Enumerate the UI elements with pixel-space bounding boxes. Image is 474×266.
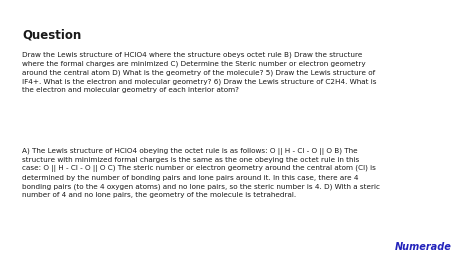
Text: A) The Lewis structure of HClO4 obeying the octet rule is as follows: O || H - C: A) The Lewis structure of HClO4 obeying … (22, 148, 380, 198)
Text: Question: Question (22, 28, 81, 41)
Text: Numerade: Numerade (395, 242, 452, 252)
Text: Draw the Lewis structure of HClO4 where the structure obeys octet rule B) Draw t: Draw the Lewis structure of HClO4 where … (22, 52, 376, 93)
